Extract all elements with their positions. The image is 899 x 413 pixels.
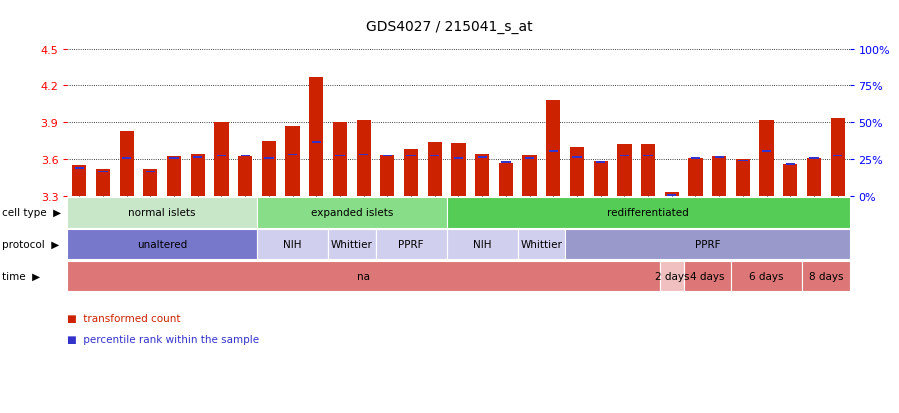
Text: Whittier: Whittier [331,240,373,250]
Bar [383,155,392,157]
Bar [312,142,321,144]
Text: GDS4027 / 215041_s_at: GDS4027 / 215041_s_at [366,20,533,34]
Bar [309,78,324,196]
Bar [122,158,131,159]
Text: 8 days: 8 days [808,271,843,282]
Bar [689,158,703,196]
Bar [169,158,179,159]
Bar [333,123,347,196]
Bar [146,171,155,173]
Bar [735,159,750,196]
Bar [667,195,676,196]
Bar [454,158,463,159]
Bar [241,155,250,157]
Bar [525,158,534,159]
Bar [783,164,797,196]
Bar [191,154,205,196]
Bar [738,160,748,162]
Bar [193,157,202,158]
Bar [786,164,795,166]
Text: na: na [357,271,370,282]
Bar [690,158,700,159]
Text: NIH: NIH [283,240,302,250]
Bar [264,158,273,159]
Bar [807,158,821,196]
Bar [404,150,418,196]
Bar [214,123,228,196]
Text: 4 days: 4 days [690,271,725,282]
Bar [217,155,227,157]
Text: unaltered: unaltered [138,240,187,250]
Bar [809,158,819,159]
Bar [96,169,110,196]
Text: cell type  ▶: cell type ▶ [2,208,61,218]
Text: ■  percentile rank within the sample: ■ percentile rank within the sample [67,334,260,344]
Bar [430,155,440,157]
Bar [499,163,513,196]
Bar [596,161,605,163]
Bar [262,141,276,196]
Bar [573,157,582,158]
Text: protocol  ▶: protocol ▶ [2,240,59,250]
Bar [238,157,253,196]
Bar [547,101,560,196]
Text: expanded islets: expanded islets [311,208,393,218]
Bar [98,171,108,173]
Bar [143,169,157,196]
Bar [286,126,299,196]
Text: NIH: NIH [473,240,492,250]
Text: PPRF: PPRF [695,240,720,250]
Bar [288,154,298,156]
Bar [335,155,344,157]
Bar [762,151,771,152]
Bar [641,145,655,196]
Bar [833,155,842,157]
Bar [831,119,845,196]
Bar [167,157,182,196]
Bar [593,162,608,196]
Text: redifferentiated: redifferentiated [607,208,689,218]
Bar [760,121,774,196]
Bar [72,166,86,196]
Bar [477,157,487,158]
Text: Whittier: Whittier [521,240,563,250]
Text: 2 days: 2 days [654,271,689,282]
Bar [712,157,726,196]
Bar [120,131,134,196]
Bar [664,192,679,196]
Text: time  ▶: time ▶ [2,271,40,282]
Bar [619,155,629,157]
Bar [451,144,466,196]
Bar [502,161,511,163]
Bar [406,155,415,157]
Bar [715,157,724,158]
Bar [428,142,442,196]
Text: PPRF: PPRF [398,240,423,250]
Bar [359,154,369,156]
Bar [380,156,395,196]
Bar [475,154,489,196]
Text: 6 days: 6 days [750,271,784,282]
Text: ■  transformed count: ■ transformed count [67,313,181,323]
Text: normal islets: normal islets [129,208,196,218]
Bar [75,168,84,169]
Bar [548,151,558,152]
Bar [618,145,631,196]
Bar [570,147,584,196]
Bar [357,121,370,196]
Bar [644,155,653,157]
Bar [522,156,537,196]
